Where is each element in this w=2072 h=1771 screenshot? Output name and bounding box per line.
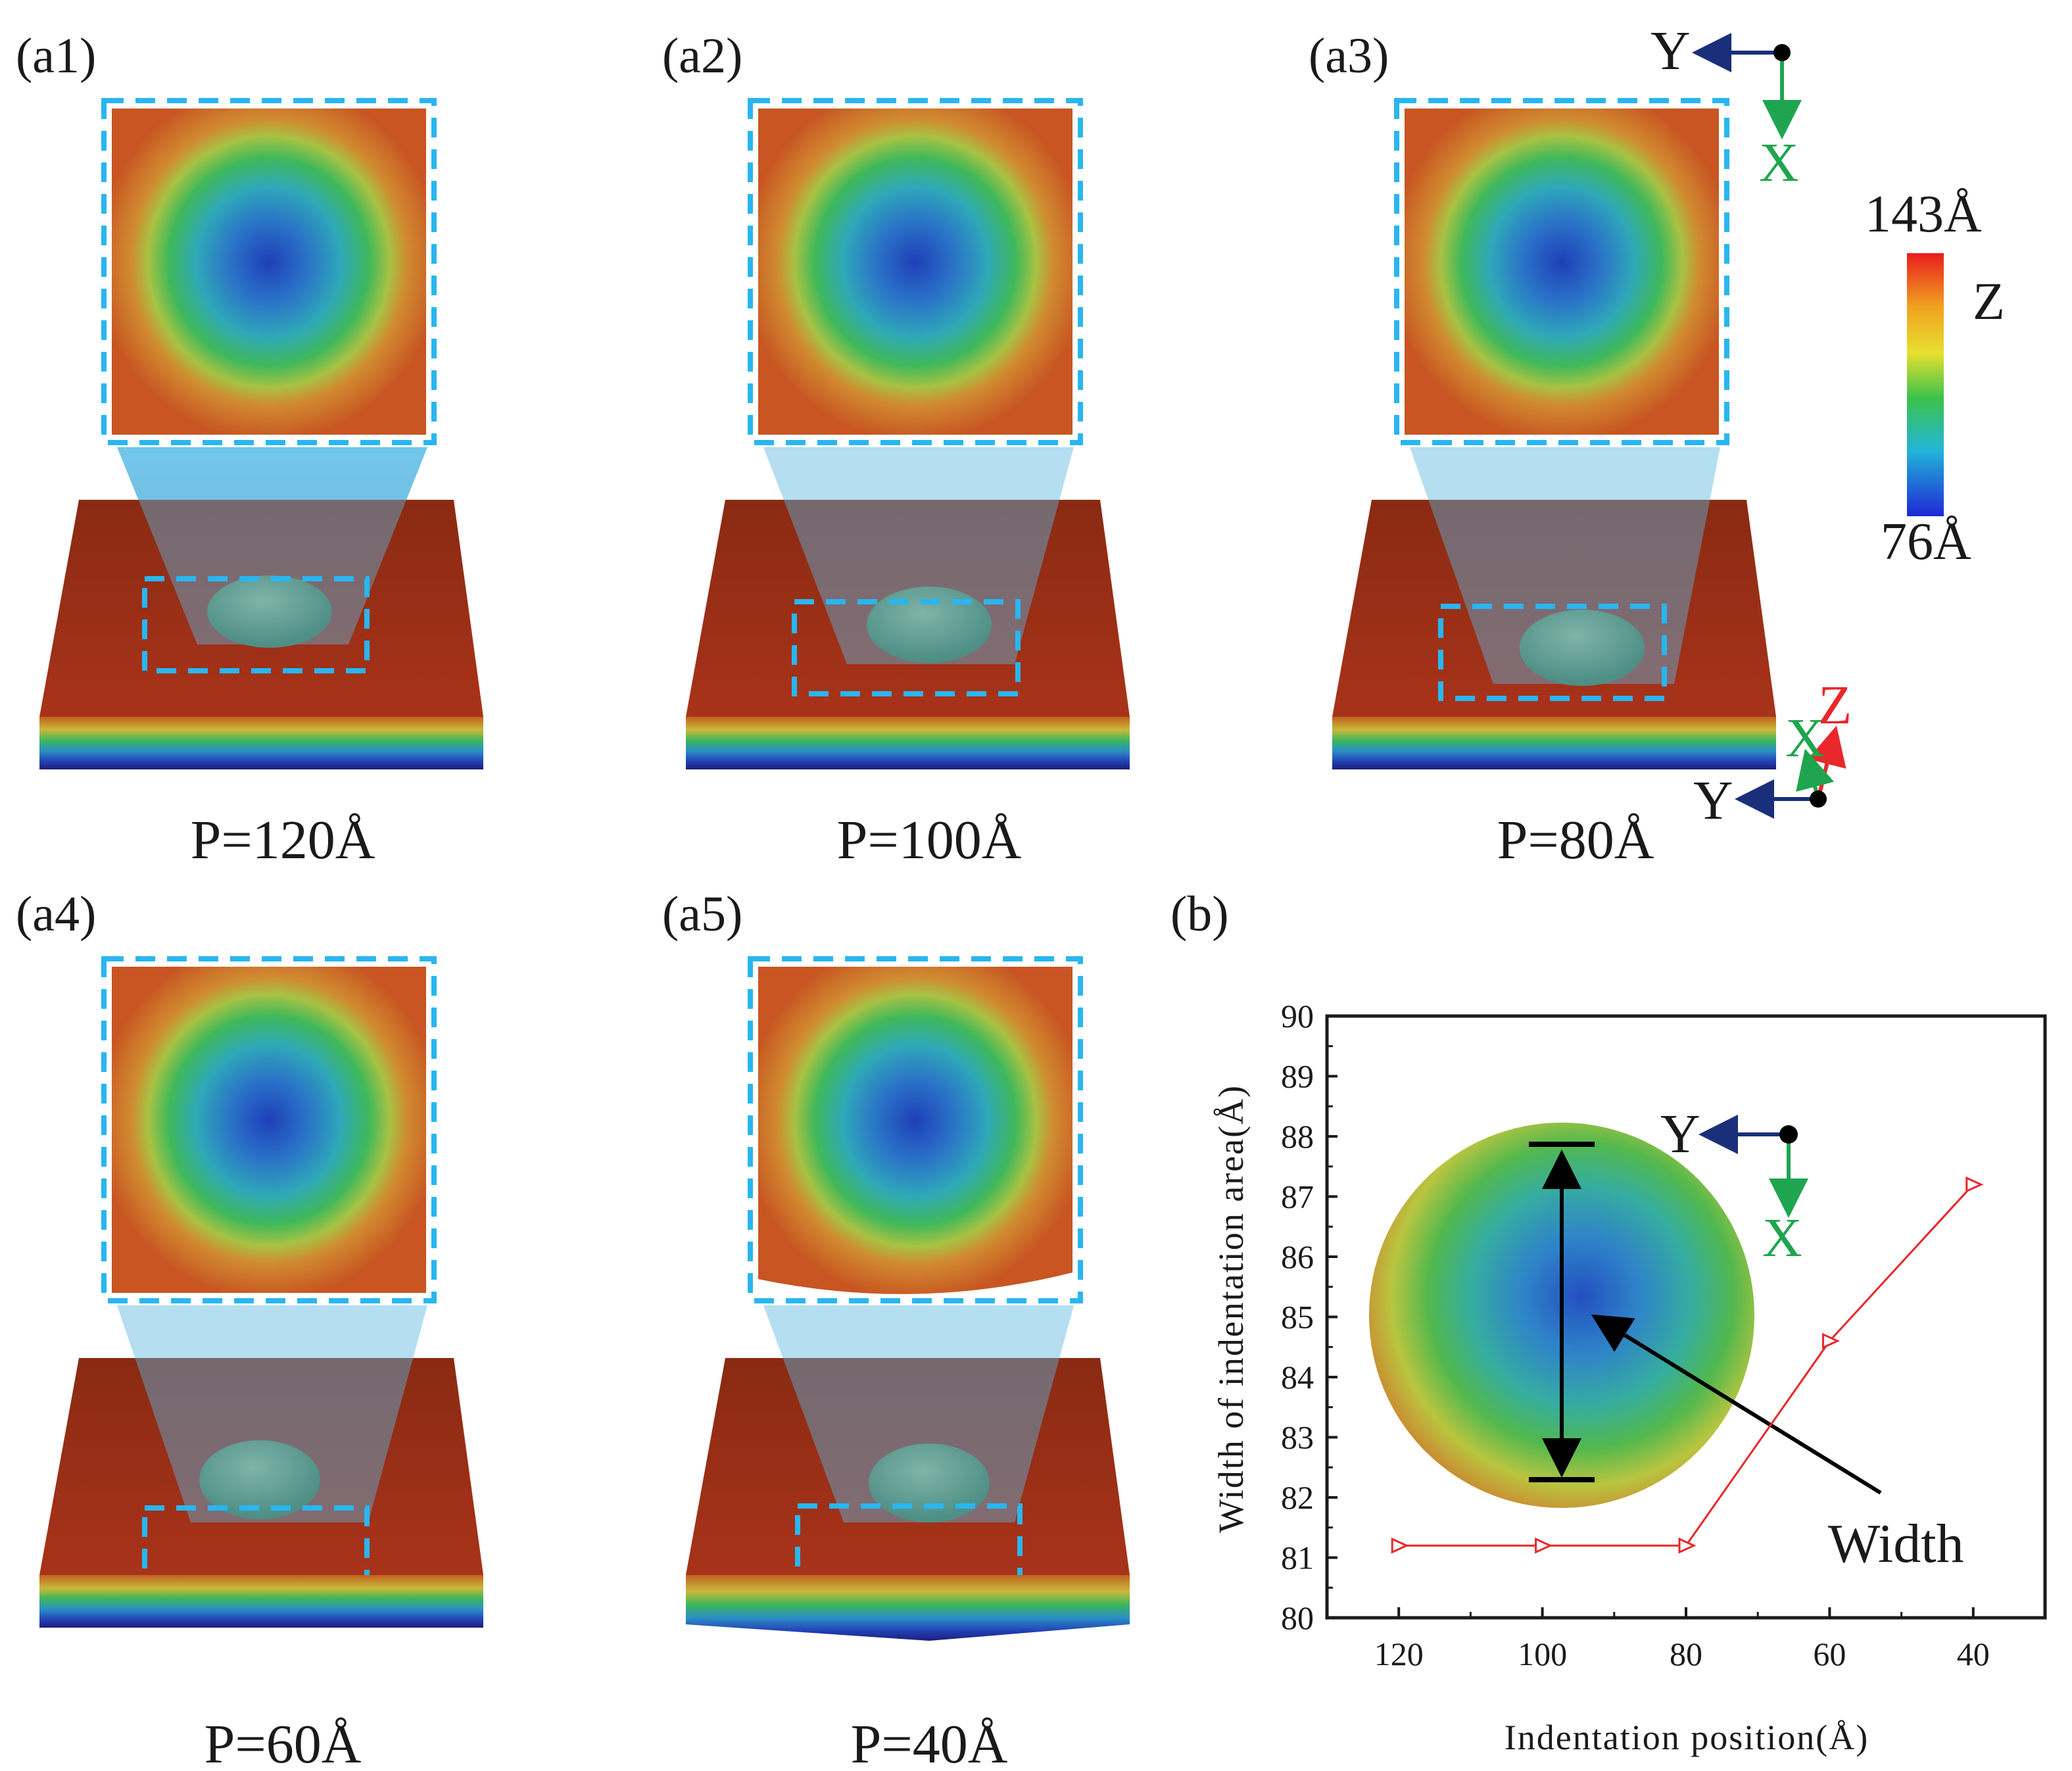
panel-caption: P=60Å [205, 1714, 362, 1771]
zoom-frame [748, 98, 1083, 445]
colorbar-max-label: 143Å [1865, 185, 1982, 243]
axes-triad-inset: Y X [1660, 1104, 1808, 1269]
panel-caption: P=80Å [1497, 810, 1654, 871]
colorbar-axis-label: Z [1973, 273, 2005, 331]
panel-a3: (a3) P=80Å [1309, 28, 1776, 871]
panel-b: (b) Width of indentation area(Å) Indenta… [1170, 886, 2047, 1757]
data-point-marker [1535, 1537, 1553, 1554]
panel-label: (a5) [662, 886, 742, 942]
x-axis-label: X [1785, 708, 1825, 769]
panel-a1: (a1) P=120Å [16, 28, 483, 871]
data-point-marker [1678, 1537, 1697, 1554]
region-frame [142, 576, 370, 673]
colorbar-scale [1907, 253, 1944, 516]
x-tick-label: 100 [1518, 1636, 1567, 1672]
panel-label: (a3) [1309, 28, 1389, 84]
data-point-marker [1391, 1537, 1409, 1554]
x-tick-label: 60 [1813, 1636, 1846, 1672]
y-tick-label: 88 [1281, 1118, 1314, 1155]
slab-side [686, 1575, 1130, 1641]
chart-series [1391, 1176, 1984, 1554]
panel-caption: P=100Å [837, 810, 1022, 871]
x-tick-label: 80 [1670, 1636, 1702, 1672]
indenter-cap [1520, 610, 1645, 686]
z-axis-label: Z [1818, 675, 1852, 736]
top-view-map [758, 109, 1072, 435]
region-frame [792, 599, 1021, 696]
zoom-cone-overlay [117, 447, 427, 644]
width-pointer [1591, 1314, 1882, 1495]
zoom-frame [101, 98, 437, 445]
data-point-marker [1821, 1332, 1841, 1349]
top-view-map [112, 109, 426, 435]
slab-side [686, 717, 1130, 769]
zoom-frame [748, 956, 1083, 1303]
x-axis-label: X [1762, 1207, 1802, 1269]
panel-caption: P=40Å [851, 1714, 1008, 1771]
zoom-cone [763, 447, 1074, 664]
y-axis-label: Y [1693, 770, 1733, 831]
y-tick-label: 86 [1281, 1238, 1314, 1275]
axes-triad-3d: Y X Z [1693, 675, 1852, 831]
panel-a4: (a4) P=60Å [16, 886, 483, 1771]
panel-label: (b) [1170, 886, 1229, 942]
indenter-cap [207, 575, 332, 648]
origin-dot [1773, 44, 1791, 61]
slab-side [39, 717, 483, 769]
colorbar: 143Å Z 76Å [1865, 185, 2005, 571]
indenter-cap [869, 1443, 990, 1522]
region-frame [1438, 604, 1667, 701]
zoom-frame [101, 956, 437, 1303]
zoom-cone [763, 1305, 1074, 1522]
axes-triad-top: Y X [1650, 20, 1802, 193]
x-axis-label: X [1759, 132, 1799, 193]
indenter-cap [867, 587, 992, 663]
y-tick-label: 90 [1281, 998, 1314, 1034]
top-view-map [758, 967, 1072, 1294]
colorbar-min-label: 76Å [1881, 513, 1971, 571]
origin-dot [1810, 790, 1827, 808]
y-tick-label: 89 [1281, 1058, 1314, 1095]
y-tick-label: 80 [1281, 1599, 1314, 1636]
panel-label: (a4) [16, 886, 96, 942]
y-tick-label: 81 [1281, 1540, 1314, 1576]
x-axis-title: Indentation position(Å) [1505, 1718, 1869, 1757]
y-tick-label: 83 [1281, 1419, 1314, 1456]
inset-image: Width [1369, 1123, 1964, 1574]
y-tick-label: 87 [1281, 1178, 1314, 1215]
top-view-map [112, 967, 426, 1293]
slab-side [39, 1575, 483, 1628]
data-point-marker [1965, 1176, 1984, 1193]
chart-ticks: 80 81 82 83 84 85 86 87 88 89 90 120 100 80 60 40 [1281, 998, 2046, 1672]
zoom-cone [117, 1305, 427, 1522]
y-axis-title: Width of indentation area(Å) [1211, 1084, 1251, 1533]
zoom-cone [1410, 447, 1720, 684]
y-axis-label: Y [1650, 20, 1691, 82]
panel-caption: P=120Å [191, 810, 375, 871]
plot-frame [1325, 1014, 2047, 1620]
x-tick-label: 120 [1374, 1636, 1424, 1672]
y-tick-label: 84 [1281, 1359, 1314, 1395]
width-annotation: Width [1828, 1513, 1964, 1574]
panel-a2: (a2) P=100Å [662, 28, 1130, 871]
y-tick-label: 82 [1281, 1479, 1314, 1516]
panel-label: (a2) [662, 28, 742, 84]
top-view-map [1405, 109, 1719, 435]
panel-a5: (a5) P=40Å [662, 886, 1130, 1771]
y-tick-label: 85 [1281, 1299, 1314, 1336]
y-axis-label: Y [1660, 1104, 1700, 1165]
panel-label: (a1) [16, 28, 96, 84]
zoom-frame [1394, 98, 1729, 445]
slab-side [1332, 717, 1776, 769]
indenter-cap [199, 1440, 320, 1519]
x-tick-label: 40 [1957, 1636, 1990, 1672]
origin-dot [1779, 1125, 1798, 1144]
